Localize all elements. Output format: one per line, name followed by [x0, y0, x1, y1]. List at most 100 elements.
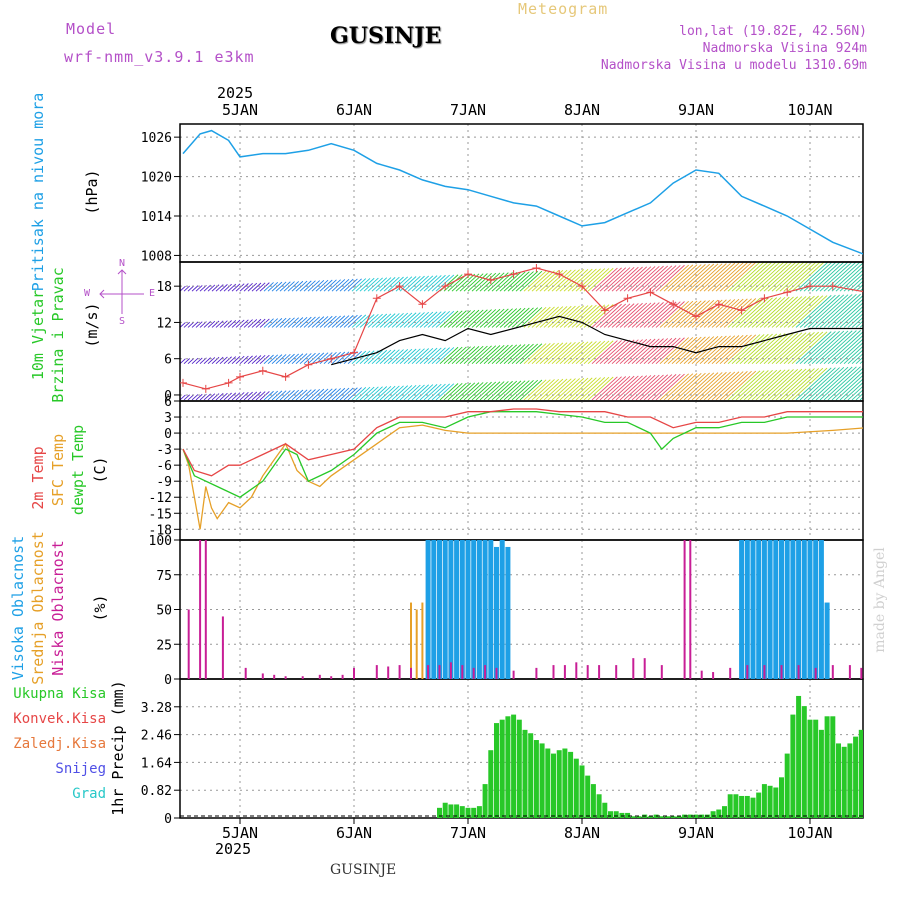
wind-barb [475, 381, 497, 401]
wind-barb [391, 312, 409, 328]
wind-barb [463, 345, 484, 365]
wind-barb [387, 349, 404, 365]
wind-barb [423, 311, 442, 328]
wind-gust-point [737, 306, 746, 315]
wind-barb [667, 300, 698, 328]
wind-barb [807, 330, 845, 365]
wind-barb [359, 277, 375, 292]
high-cloud-bar [801, 540, 807, 679]
wind-barb [623, 338, 652, 365]
high-cloud-bar [813, 540, 819, 679]
low-cloud-bar [643, 658, 646, 679]
wind-barb [663, 337, 694, 365]
wind-barb [355, 350, 371, 365]
wind-barb [491, 308, 513, 328]
wind-barb [323, 352, 337, 365]
wind-barb [455, 346, 476, 365]
wind-barb [523, 270, 547, 292]
wind-barb [767, 332, 803, 365]
wind-gust-point [783, 288, 792, 297]
wind-barb [495, 308, 518, 328]
wind-barb [587, 376, 614, 401]
y-tick-label: 3.28 [141, 701, 172, 716]
wind-barb [439, 346, 459, 365]
wind-barb [327, 279, 341, 292]
wind-barb [263, 390, 274, 401]
wind-barb [399, 312, 417, 328]
wind-barb [627, 302, 656, 328]
wind-barb [303, 280, 316, 292]
wind-barb [371, 313, 388, 328]
high-cloud-bar [425, 540, 431, 679]
wind-barb [343, 314, 358, 328]
day-label-top: 5JAN [222, 101, 258, 119]
wind-barb [427, 347, 446, 365]
high-cloud-bar [807, 540, 813, 679]
precip-bar [499, 719, 505, 818]
wind-gust-point [600, 306, 609, 315]
wind-barb [679, 300, 710, 328]
wind-barb [619, 339, 648, 365]
wind-barb [451, 382, 471, 401]
wind-barb [855, 392, 863, 401]
high-cloud-bar [790, 540, 796, 679]
precip-bar [818, 729, 824, 818]
precip-bar [533, 740, 539, 818]
wind-barb [727, 262, 761, 292]
high-cloud-bar [505, 546, 511, 679]
wind-barb [655, 264, 685, 292]
wind-barb [651, 337, 681, 365]
wind-barb [835, 338, 863, 365]
precip-bar [602, 802, 608, 818]
high-cloud-bar [499, 540, 505, 679]
wind-barb [367, 350, 383, 365]
meteogram-label: Meteogram [518, 0, 609, 18]
wind-barb [287, 353, 300, 365]
wind-barb [631, 374, 660, 401]
precip-bar [739, 795, 745, 818]
wind-barb [607, 303, 635, 328]
precip-bar [796, 695, 802, 818]
wind-barb [675, 372, 706, 401]
wind-barb [535, 270, 560, 292]
wind-barb [259, 354, 270, 365]
wind-barb [727, 370, 761, 401]
wind-barb [339, 278, 354, 292]
wind-barb [519, 379, 543, 401]
wind-barb [471, 309, 492, 328]
wind-gust-point [555, 270, 564, 279]
wind-barb [647, 374, 677, 401]
wind-barb [639, 265, 669, 292]
wind-barb [683, 263, 715, 292]
wind-barb [279, 353, 291, 365]
wind-barb [731, 297, 765, 328]
wind-barb [767, 368, 803, 401]
wind-barb [483, 381, 505, 401]
wind-barb [663, 264, 694, 292]
wind-barb [411, 311, 430, 328]
wind-barb [467, 381, 488, 401]
wind-barb [675, 264, 706, 292]
wind-barb [351, 278, 367, 292]
wind-barb [523, 306, 547, 328]
wind-barb [227, 283, 237, 292]
low-cloud-bar [598, 665, 601, 679]
wind-barb [419, 384, 438, 401]
wind-barb [743, 262, 777, 292]
wind-barb [827, 367, 863, 401]
wind-barb [711, 262, 744, 292]
wind-barb [399, 348, 417, 365]
wind-barb [755, 262, 789, 292]
wind-barb [311, 280, 325, 292]
wind-barb [855, 320, 863, 328]
high-cloud-bar [767, 540, 773, 679]
wind-barb [559, 305, 585, 328]
low-cloud-bar [552, 665, 555, 679]
wind-barb [503, 307, 526, 328]
wind-gust-point [692, 312, 700, 321]
day-label-bottom: 9JAN [678, 824, 714, 842]
wind-barb [851, 316, 863, 328]
y-tick-label: 0 [164, 427, 172, 442]
precip-bar [448, 804, 454, 818]
wind-barb [595, 340, 622, 365]
